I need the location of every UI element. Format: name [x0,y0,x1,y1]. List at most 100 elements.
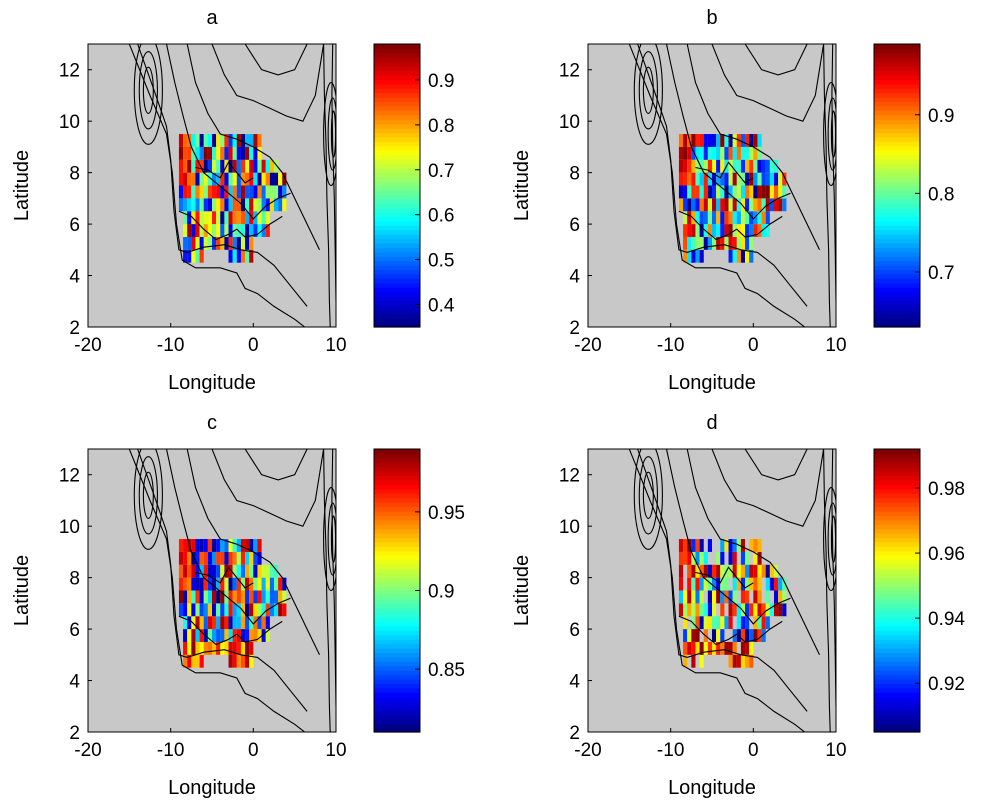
heat-cell [282,590,287,604]
heat-cell [228,134,233,147]
heat-cell [274,564,279,578]
heat-cell [753,551,758,565]
heat-cell [745,577,750,591]
heat-cell [716,134,721,147]
y-tick-label: 8 [569,569,580,590]
colorbar-segment [374,621,420,627]
heat-cell [240,577,246,591]
heat-cell [699,172,704,186]
heat-cell [753,211,758,225]
x-tick-label: 10 [825,335,846,356]
x-tick-label: -10 [657,335,684,356]
heat-cell [687,249,692,263]
heat-cell [278,590,283,604]
heat-cell [757,211,762,225]
colorbar-segment [874,229,920,235]
heat-cell [691,236,696,250]
colorbar-segment [374,176,420,182]
contour-line [637,44,808,307]
heat-cell [191,134,196,147]
heat-cell [678,577,684,591]
heat-cell [253,185,258,199]
colorbar-segment [874,181,920,187]
colorbar-segment [374,661,420,667]
colorbar-segment [874,234,920,240]
y-tick-label: 4 [569,672,580,693]
colorbar-segment [874,88,920,94]
heat-cell [678,590,684,604]
heat-cell [228,654,233,668]
colorbar-segment [874,647,920,654]
colorbar-segment [374,145,420,151]
heat-cell [220,134,225,147]
axes-frame [87,448,337,733]
heat-cell [220,185,225,199]
colorbar-tick-label: 0.98 [928,479,965,500]
colorbar-segment [874,475,920,481]
colorbar-segment [374,546,420,552]
colorbar-segment [374,537,420,543]
colorbar: 0.4 0.5 0.6 0.7 0.8 0.9 [373,43,455,328]
heat-cell [183,211,188,225]
x-axis-title: Longitude [668,777,756,799]
heat-cell [261,590,266,604]
heat-cell [720,616,725,630]
heat-cell [245,249,250,263]
colorbar-segment [874,48,920,54]
heat-cell [745,249,750,263]
contour-line [244,449,308,481]
heat-cell [724,198,729,212]
heat-cell [240,564,246,578]
heat-cell [195,641,200,655]
x-tick-label: 10 [325,740,346,761]
heat-cell [240,249,246,263]
heat-cell [749,564,754,578]
colorbar-segment [374,572,420,578]
y-tick-label: 10 [59,112,80,133]
heat-cell [695,539,700,552]
heat-cell [191,577,196,591]
heat-cell [678,172,684,186]
heat-cell [245,172,250,186]
heat-cell [207,146,212,160]
heat-cell [240,134,246,147]
x-tick-label: -20 [74,740,101,761]
heat-cell [687,211,692,225]
colorbar-segment [374,79,420,85]
y-tick-label: 8 [69,569,80,590]
contour-line [686,449,820,656]
heat-cell [736,185,741,199]
colorbar-tick-label: 0.85 [428,660,465,681]
heat-cell [220,146,225,160]
heat-cell [207,641,212,655]
heat-cell [757,224,762,237]
colorbar-segment [874,145,920,151]
panel-a: a -20 -10 0 10 2 4 6 8 10 12 Longitude Latitude 0.4 0.… [0,0,490,400]
colorbar-segment [874,608,920,614]
colorbar-segment [374,216,420,222]
heat-cell [720,629,725,642]
heat-cell [753,603,758,617]
colorbar-segment [874,594,920,600]
heat-cell [191,211,196,225]
heat-cell [740,564,746,578]
contour-ellipse [323,82,336,187]
heat-cell [707,236,712,250]
heat-cell [753,224,758,237]
heat-cell [216,236,221,250]
heat-cell [228,577,233,591]
heat-cell [183,616,188,630]
heat-cell [232,211,237,225]
heat-cell [745,146,750,160]
heat-cell [716,224,721,237]
heat-cell [257,134,262,147]
heat-cell [683,603,688,617]
heat-cell [228,185,233,199]
contour-line [165,44,291,220]
heat-cell [199,224,204,237]
heat-cell [724,172,729,186]
colorbar-segment [874,462,920,468]
heat-cell [716,159,721,173]
heat-cell [728,224,733,237]
heat-cell [687,146,692,160]
